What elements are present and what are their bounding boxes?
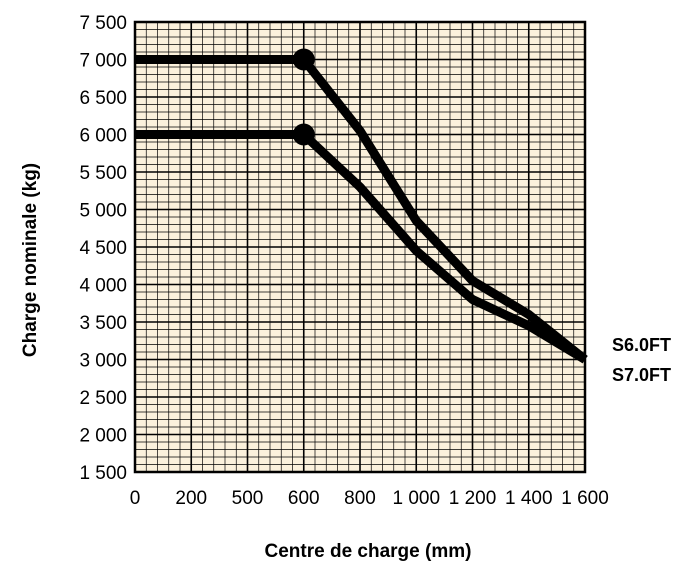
y-tick-label: 6 000 xyxy=(79,126,127,147)
x-tick-label: 600 xyxy=(288,488,320,509)
y-tick-label: 6 500 xyxy=(79,88,127,109)
series-label-s6: S6.0FT xyxy=(612,335,671,355)
x-tick-label: 200 xyxy=(175,488,207,509)
y-tick-label: 4 000 xyxy=(79,276,127,297)
y-tick-label: 2 500 xyxy=(79,388,127,409)
y-tick-label: 3 500 xyxy=(79,313,127,334)
y-tick-label: 2 000 xyxy=(79,426,127,447)
y-tick-label: 3 000 xyxy=(79,351,127,372)
y-tick-label: 7 000 xyxy=(79,51,127,72)
x-tick-label: 0 xyxy=(130,488,141,509)
series-label-s7: S7.0FT xyxy=(612,365,671,385)
series-layer xyxy=(135,48,588,364)
x-tick-label: 1 600 xyxy=(561,488,609,509)
y-tick-label: 7 500 xyxy=(79,13,127,34)
y-axis-title: Charge nominale (kg) xyxy=(20,163,41,357)
x-axis-title: Centre de charge (mm) xyxy=(265,541,472,562)
x-tick-label: 1 000 xyxy=(392,488,440,509)
y-tick-label: 4 500 xyxy=(79,238,127,259)
major-grid xyxy=(133,20,587,474)
series-marker xyxy=(292,123,315,146)
x-tick-label: 1 400 xyxy=(505,488,553,509)
x-tick-label: 800 xyxy=(344,488,376,509)
x-tick-label: 1 200 xyxy=(449,488,497,509)
plot-frame xyxy=(133,20,587,474)
y-tick-labels: 7 500 7 000 6 500 6 000 5 500 5 000 4 500 4 000… xyxy=(79,13,127,484)
y-tick-label: 5 500 xyxy=(79,163,127,184)
y-tick-label: 5 000 xyxy=(79,201,127,222)
x-tick-labels: 0 200 500 600 800 1 000 1 200 1 400 1 600 xyxy=(130,488,609,509)
y-tick-label: 1 500 xyxy=(79,463,127,484)
x-tick-label: 500 xyxy=(232,488,264,509)
series-marker xyxy=(292,48,315,71)
